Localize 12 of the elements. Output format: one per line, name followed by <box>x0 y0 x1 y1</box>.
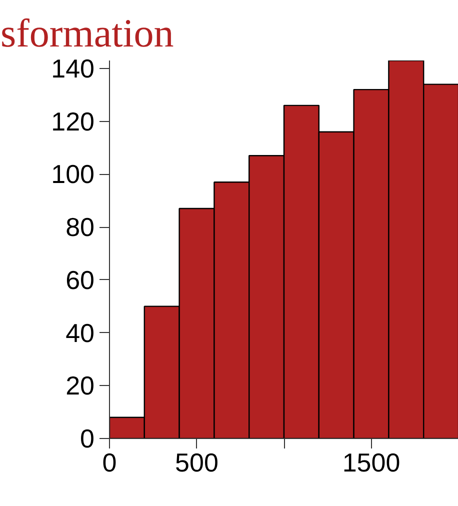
y-tick-label: 80 <box>66 212 94 242</box>
x-tick-label: 1500 <box>342 448 400 478</box>
y-tick-label: 120 <box>51 106 95 136</box>
chart-title: sformation <box>0 10 174 56</box>
y-tick-label: 100 <box>51 159 95 190</box>
x-tick-label: 0 <box>102 448 117 478</box>
y-tick-label: 140 <box>51 53 95 84</box>
y-tick-label: 0 <box>80 424 95 454</box>
x-tick-label: 500 <box>175 448 218 478</box>
y-tick-label: 60 <box>66 264 94 295</box>
y-tick-label: 40 <box>66 318 94 348</box>
y-tick-label: 20 <box>66 370 94 401</box>
